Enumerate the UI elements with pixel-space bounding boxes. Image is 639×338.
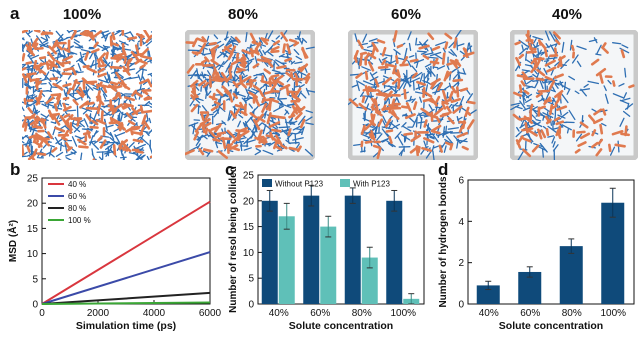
bar-0-2 <box>345 196 361 304</box>
y-tick-label: 4 <box>458 217 464 228</box>
y-tick-label: 0 <box>248 300 254 311</box>
y-axis-label: MSD (Å²) <box>6 220 19 262</box>
y-axis-label: Number of hydrogen bonds <box>438 176 449 308</box>
y-tick-label: 5 <box>248 274 254 285</box>
snapshot-label-40: 40% <box>527 6 607 23</box>
series-line-1 <box>42 252 210 304</box>
x-tick-label: 100% <box>600 308 626 319</box>
y-axis-label: Number of resol being collided <box>228 166 239 313</box>
bar-0-1 <box>303 196 319 304</box>
y-tick-label: 2 <box>458 258 464 269</box>
y-tick-label: 20 <box>27 199 39 210</box>
bar-0-0 <box>262 201 278 304</box>
x-axis-label: Solute concentration <box>289 320 393 332</box>
molecular-texture <box>348 30 476 160</box>
bar-0-3 <box>601 203 624 304</box>
legend-label-3: 100 % <box>68 216 91 225</box>
x-tick-label: 100% <box>390 308 416 319</box>
bar-0-3 <box>386 201 402 304</box>
legend-label-0: 40 % <box>68 180 86 189</box>
bar-0-2 <box>560 246 583 304</box>
y-tick-label: 25 <box>27 174 39 185</box>
x-axis-label: Simulation time (ps) <box>76 320 176 332</box>
y-tick-label: 10 <box>27 249 39 260</box>
molecular-texture <box>22 30 152 160</box>
x-axis-label: Solute concentration <box>499 320 603 332</box>
bar-1-1 <box>320 227 336 304</box>
x-tick-label: 40% <box>269 308 289 319</box>
x-tick-label: 80% <box>562 308 582 319</box>
y-tick-label: 15 <box>243 222 255 233</box>
y-tick-label: 6 <box>458 176 464 187</box>
y-tick-label: 20 <box>243 196 255 207</box>
legend-label-2: 80 % <box>68 204 86 213</box>
snapshot-label-80: 80% <box>203 6 283 23</box>
panel-letter-a: a <box>10 4 19 24</box>
x-tick-label: 0 <box>39 308 45 319</box>
y-tick-label: 25 <box>243 171 255 182</box>
y-tick-label: 15 <box>27 224 39 235</box>
x-tick-label: 80% <box>352 308 372 319</box>
legend-swatch-1 <box>340 179 350 187</box>
snapshot-label-60: 60% <box>366 6 446 23</box>
snapshot-60 <box>348 30 478 160</box>
collision-chart: 0 5 10 15 20 25 40% 60% 80% 100% Without P123 With … <box>218 166 428 333</box>
x-tick-label: 60% <box>310 308 330 319</box>
x-tick-label: 2000 <box>87 308 110 319</box>
legend-label-1: 60 % <box>68 192 86 201</box>
y-tick-label: 0 <box>458 300 464 311</box>
y-tick-label: 5 <box>32 274 38 285</box>
snapshot-100 <box>22 30 152 160</box>
x-tick-label: 40% <box>479 308 499 319</box>
snapshot-label-100: 100% <box>42 6 122 23</box>
y-tick-label: 0 <box>32 300 38 311</box>
x-tick-label: 4000 <box>143 308 166 319</box>
snapshot-80 <box>185 30 315 160</box>
molecular-texture <box>511 31 636 160</box>
legend-swatch-0 <box>262 179 272 187</box>
legend-label-1: With P123 <box>353 180 390 189</box>
hbond-chart: 0 2 4 6 40% 60% 80% 100% Number of hydrogen bond… <box>432 166 639 333</box>
x-tick-label: 60% <box>520 308 540 319</box>
legend-label-0: Without P123 <box>275 180 324 189</box>
y-tick-label: 10 <box>243 248 255 259</box>
molecular-texture <box>185 31 315 158</box>
snapshot-40 <box>510 30 639 160</box>
